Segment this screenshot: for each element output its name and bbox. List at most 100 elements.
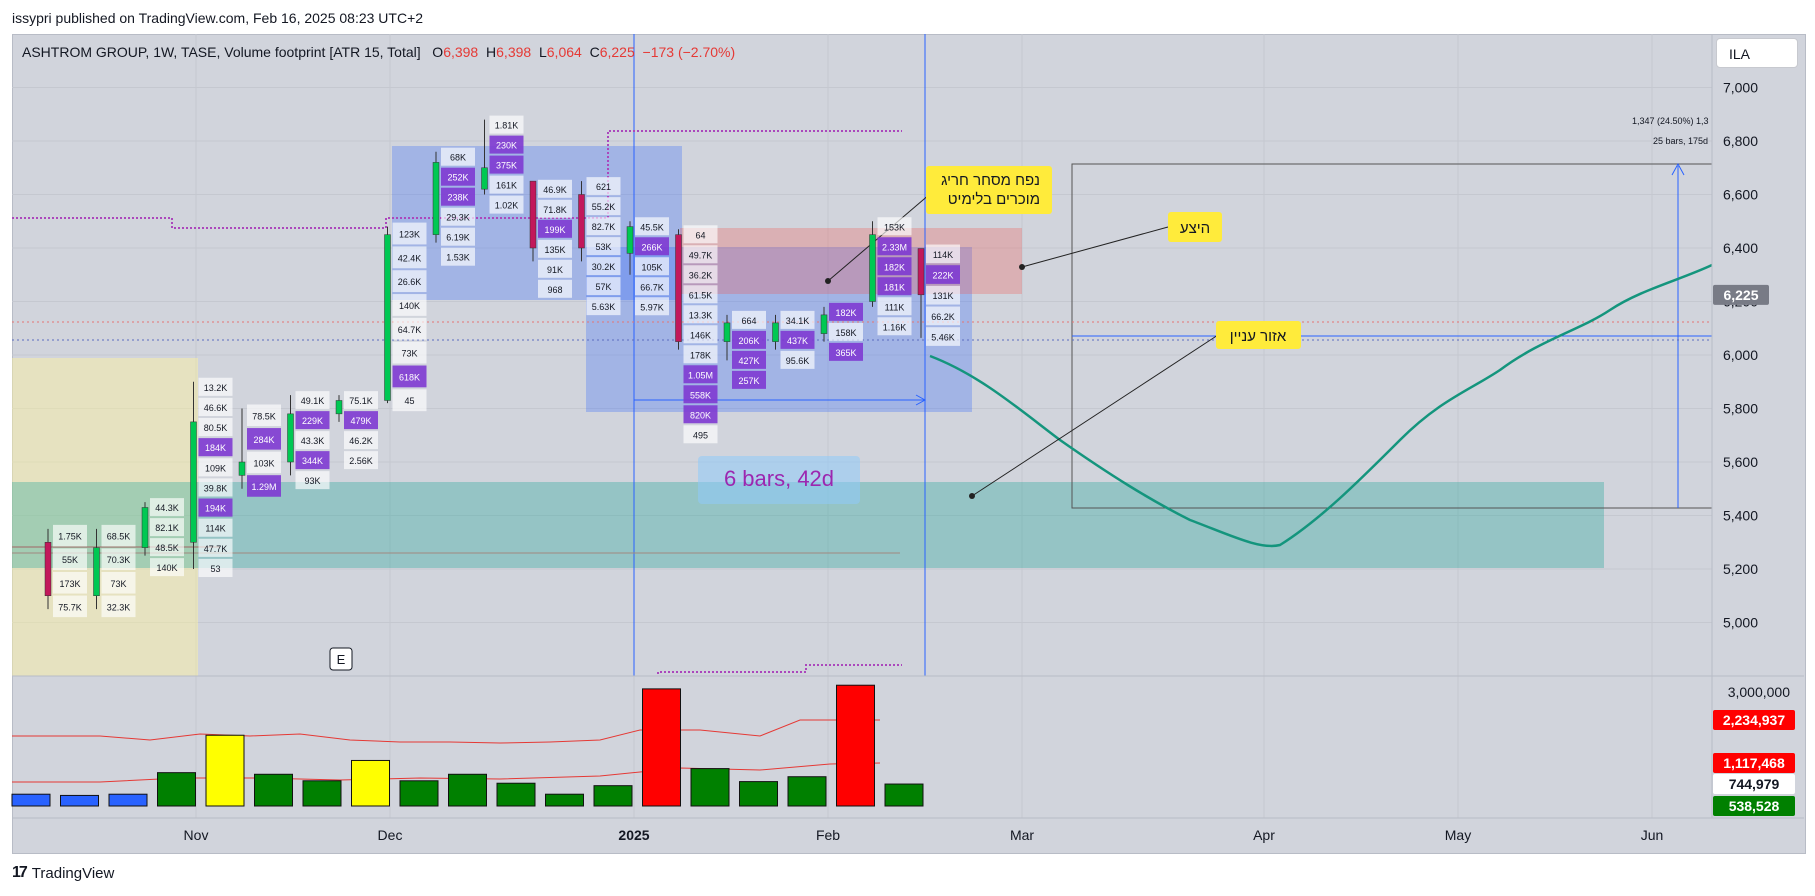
- footprint-cell: [295, 431, 330, 450]
- volume-bar: [399, 780, 439, 807]
- candle-body: [141, 507, 149, 548]
- footprint-value: 375K: [496, 161, 517, 171]
- candle-body: [578, 194, 585, 249]
- footprint-cell: [877, 237, 912, 256]
- candle-body: [287, 413, 294, 463]
- footprint-value: 1.29M: [251, 482, 276, 492]
- footprint-value: 6.19K: [446, 233, 470, 243]
- footprint-cell: [247, 451, 281, 474]
- footprint-cell: [538, 279, 572, 298]
- event-marker[interactable]: E: [329, 647, 353, 671]
- footprint-cell: [683, 365, 718, 384]
- footprint-value: 70.3K: [107, 555, 131, 565]
- legend-high: 6,398: [496, 44, 532, 60]
- footprint-cell: [247, 475, 281, 497]
- footprint-value: 73K: [110, 579, 126, 589]
- footprint-cell: [392, 270, 427, 293]
- footprint-value: 968: [547, 285, 562, 295]
- volume-tick-label: 3,000,000: [1728, 684, 1790, 700]
- footprint-value: 344K: [302, 456, 323, 466]
- footprint-cell: [198, 478, 233, 497]
- purple-vwap-line: [12, 130, 902, 229]
- price-tick-label: 5,800: [1723, 401, 1758, 417]
- footprint-cell: [926, 244, 960, 264]
- footprint-cell: [489, 155, 524, 174]
- footprint-value: 618K: [399, 372, 420, 382]
- footprint-cell: [198, 558, 233, 577]
- footprint-cell: [877, 217, 912, 236]
- volume-bar: [60, 794, 99, 807]
- footprint-value: 30.2K: [592, 262, 616, 272]
- footprint-value: 49.7K: [689, 250, 713, 260]
- tradingview-brand[interactable]: 17 TradingView: [12, 864, 114, 882]
- footprint-cell: [877, 317, 912, 336]
- footprint-value: 53K: [595, 242, 611, 252]
- footprint-cell: [538, 239, 572, 258]
- volume-badge: [1713, 796, 1795, 816]
- footprint-value: 2.33M: [882, 242, 907, 252]
- footprint-cell: [877, 277, 912, 296]
- footprint-cell: [198, 438, 233, 457]
- volume-badge: [1713, 710, 1795, 730]
- price-tick-label: 5,600: [1723, 454, 1758, 470]
- footprint-value: 114K: [933, 250, 953, 260]
- footprint-cell: [198, 538, 233, 557]
- volume-bar: [254, 773, 293, 807]
- footprint-value: 365K: [835, 348, 856, 358]
- footprint-value: 161K: [496, 181, 517, 191]
- footprint-value: 5.63K: [592, 302, 616, 312]
- candle-body: [335, 400, 343, 415]
- annotation-interest: אזור עניין: [1216, 321, 1301, 349]
- footprint-value: 230K: [496, 141, 517, 151]
- footprint-cell: [441, 147, 475, 166]
- footprint-value: 206K: [738, 336, 759, 346]
- note-interest: אזור עניין: [1230, 328, 1287, 345]
- volume-badge-label: 2,234,937: [1723, 712, 1785, 728]
- volume-bar: [884, 783, 924, 807]
- footprint-value: 95.6K: [786, 356, 810, 366]
- footprint-labels: 1.75K 55K 173K 75.7K 68.5K 70.3K 73K 32.3K 44.3K…: [53, 115, 960, 618]
- footprint-cell: [683, 385, 718, 404]
- footprint-value: 43.3K: [301, 436, 325, 446]
- footprint-value: 105K: [641, 262, 662, 272]
- candle-body: [626, 226, 634, 254]
- footprint-value: 44.3K: [155, 503, 179, 513]
- footprint-cell: [586, 277, 621, 296]
- legend-close: 6,225: [599, 44, 635, 60]
- footprint-cell: [101, 548, 136, 570]
- footprint-cell: [150, 538, 184, 557]
- footprint-cell: [295, 451, 330, 470]
- annotation-supply: היצע: [1168, 212, 1222, 242]
- last-price-label: 6,225: [1723, 287, 1758, 303]
- measure-arrowhead: [1671, 162, 1685, 176]
- footprint-cell: [198, 518, 233, 537]
- candle-body: [384, 234, 391, 401]
- moving-average-line: [929, 263, 1713, 548]
- volume-ma-lower: [12, 762, 881, 783]
- footprint-cell: [101, 572, 136, 594]
- footprint-value: 48.5K: [155, 543, 179, 553]
- footprint-cell: [295, 411, 330, 430]
- footprint-cell: [635, 257, 669, 276]
- time-tick-label: 2025: [618, 827, 649, 843]
- footprint-value: 140K: [399, 301, 420, 311]
- footprint-cell: [732, 370, 766, 389]
- measure-label-bottom: 25 bars, 175d: [1653, 136, 1708, 146]
- volume-bar: [11, 793, 51, 807]
- candle-body: [190, 421, 197, 543]
- price-tick-label: 6,400: [1723, 240, 1758, 256]
- range-arrowhead: [915, 394, 927, 406]
- footprint-value: 39.8K: [204, 483, 228, 493]
- footprint-cell: [392, 317, 427, 340]
- footprint-value: 53: [210, 564, 220, 574]
- footprint-cell: [538, 179, 572, 198]
- currency-button[interactable]: ILA: [1716, 38, 1798, 68]
- footprint-value: 184K: [205, 443, 226, 453]
- measure-label-top: 1,347 (24.50%) 1,3: [1632, 116, 1709, 126]
- footprint-cell: [247, 428, 281, 450]
- footprint-cell: [683, 285, 718, 304]
- callout-dot-interest: [969, 493, 975, 499]
- footprint-value: 1.05M: [688, 370, 713, 380]
- price-axis: 7,0006,8006,6006,4006,2006,0005,8005,600…: [1713, 80, 1769, 631]
